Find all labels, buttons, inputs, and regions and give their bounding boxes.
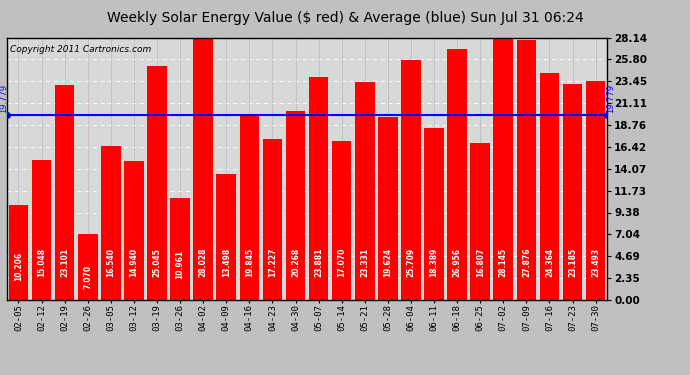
- Text: 15.048: 15.048: [37, 248, 46, 277]
- Bar: [124, 160, 144, 300]
- Bar: [447, 48, 467, 300]
- Bar: [170, 198, 190, 300]
- Text: 25.709: 25.709: [406, 248, 415, 277]
- Bar: [193, 39, 213, 300]
- Bar: [424, 129, 444, 300]
- Text: 27.876: 27.876: [522, 248, 531, 278]
- Text: 10.206: 10.206: [14, 252, 23, 281]
- Text: 13.498: 13.498: [221, 248, 230, 277]
- Bar: [586, 81, 605, 300]
- Bar: [517, 40, 536, 300]
- Text: 17.070: 17.070: [337, 248, 346, 278]
- Bar: [471, 143, 490, 300]
- Bar: [493, 38, 513, 300]
- Bar: [101, 146, 121, 300]
- Bar: [309, 77, 328, 300]
- Bar: [378, 117, 397, 300]
- Bar: [286, 111, 305, 300]
- Text: 23.331: 23.331: [360, 248, 369, 277]
- Text: 10.961: 10.961: [175, 250, 184, 279]
- Text: 26.956: 26.956: [453, 248, 462, 277]
- Text: Copyright 2011 Cartronics.com: Copyright 2011 Cartronics.com: [10, 45, 151, 54]
- Text: 17.227: 17.227: [268, 248, 277, 278]
- Text: 25.045: 25.045: [152, 248, 161, 277]
- Text: 16.807: 16.807: [475, 248, 484, 278]
- Bar: [332, 141, 351, 300]
- Text: Weekly Solar Energy Value ($ red) & Average (blue) Sun Jul 31 06:24: Weekly Solar Energy Value ($ red) & Aver…: [107, 11, 583, 25]
- Text: 14.940: 14.940: [130, 248, 139, 277]
- Text: 23.185: 23.185: [568, 248, 577, 277]
- Bar: [239, 115, 259, 300]
- Text: 23.493: 23.493: [591, 248, 600, 277]
- Text: 24.364: 24.364: [545, 248, 554, 277]
- Bar: [9, 205, 28, 300]
- Text: 19.845: 19.845: [245, 248, 254, 277]
- Bar: [147, 66, 167, 300]
- Text: 19.779: 19.779: [606, 84, 615, 113]
- Bar: [401, 60, 421, 300]
- Text: 7.070: 7.070: [83, 265, 92, 289]
- Bar: [55, 84, 75, 300]
- Text: 28.028: 28.028: [199, 248, 208, 278]
- Bar: [263, 139, 282, 300]
- Text: 19.624: 19.624: [384, 248, 393, 277]
- Bar: [355, 82, 375, 300]
- Text: 18.389: 18.389: [430, 248, 439, 278]
- Text: 19.779: 19.779: [0, 84, 8, 113]
- Text: 16.540: 16.540: [106, 248, 115, 277]
- Bar: [217, 174, 236, 300]
- Bar: [32, 160, 51, 300]
- Bar: [78, 234, 97, 300]
- Text: 23.101: 23.101: [60, 248, 69, 277]
- Text: 23.881: 23.881: [314, 248, 323, 278]
- Text: 20.268: 20.268: [291, 248, 300, 277]
- Bar: [540, 73, 560, 300]
- Bar: [563, 84, 582, 300]
- Text: 28.145: 28.145: [499, 248, 508, 277]
